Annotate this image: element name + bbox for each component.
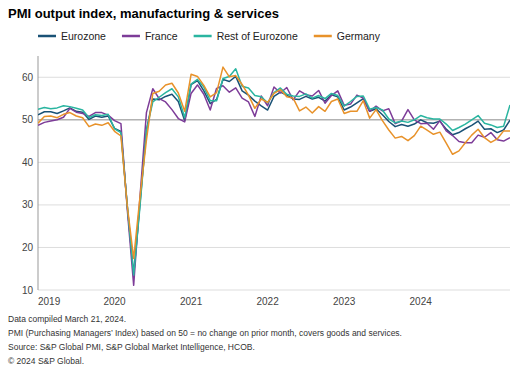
title: PMI output index, manufacturing & servic… [8, 6, 279, 21]
legend-label: France [145, 30, 178, 42]
legend: Eurozone France Rest of Eurozone Germany [38, 30, 381, 42]
legend-label: Eurozone [61, 30, 106, 42]
footnote: Source: S&P Global PMI, S&P Global Marke… [8, 342, 255, 352]
y-tick-label: 30 [22, 199, 34, 210]
grid [38, 77, 510, 290]
legend-swatch [194, 35, 212, 38]
y-tick-label: 60 [22, 72, 34, 83]
grid-line [38, 290, 510, 291]
lines [38, 67, 510, 285]
legend-swatch [38, 35, 56, 38]
footnote: Data compiled March 21, 2024. [8, 314, 126, 324]
legend-label: Germany [337, 30, 381, 42]
series-line [38, 67, 510, 258]
y-tick-label: 20 [22, 242, 34, 253]
series-line [38, 69, 510, 275]
grid-line [38, 204, 510, 205]
y-tick-label: 40 [22, 157, 34, 168]
x-tick-label: 2019 [38, 296, 61, 307]
legend-swatch [122, 35, 140, 38]
grid-line [38, 162, 510, 163]
y-tick-label: 50 [22, 114, 34, 125]
x-tick-label: 2021 [180, 296, 203, 307]
series-line [38, 76, 510, 274]
y-tick-label: 10 [22, 285, 34, 296]
legend-swatch [314, 35, 332, 38]
x-tick-label: 2023 [333, 296, 356, 307]
footnote: © 2024 S&P Global. [8, 356, 84, 366]
chart: PMI output index, manufacturing & servic… [0, 0, 524, 390]
x-tick-label: 2024 [410, 296, 433, 307]
y-axis-line [38, 56, 39, 290]
grid-line [38, 77, 510, 78]
grid-line [38, 247, 510, 248]
x-tick-label: 2022 [256, 296, 279, 307]
footnote: PMI (Purchasing Managers’ Index) based o… [8, 328, 402, 338]
x-tick-label: 2020 [103, 296, 126, 307]
legend-label: Rest of Eurozone [217, 30, 298, 42]
